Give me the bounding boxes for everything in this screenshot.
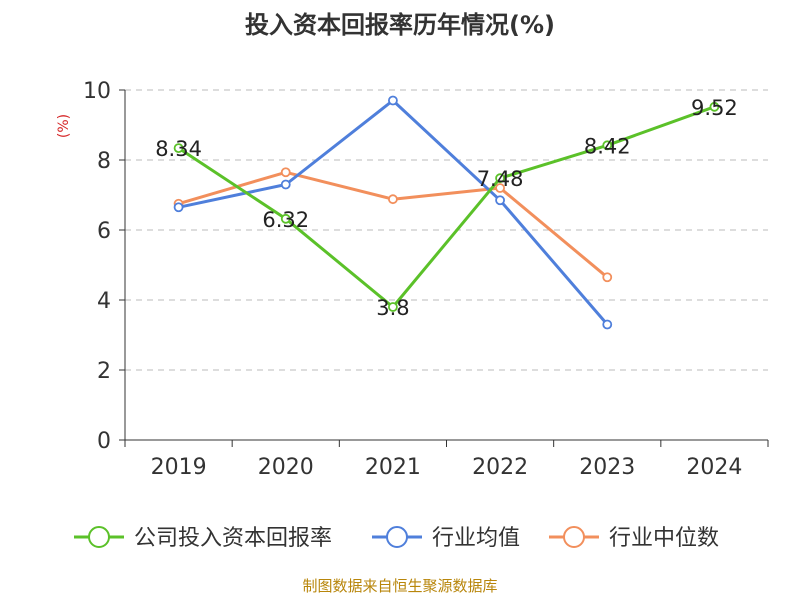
legend-swatch-marker-2 — [563, 526, 585, 548]
source-note: 制图数据来自恒生聚源数据库 — [302, 577, 497, 595]
data-label-2023: 8.42 — [584, 134, 631, 158]
x-tick-label-2021: 2021 — [365, 455, 421, 480]
legend-swatch-marker-1 — [386, 526, 408, 548]
y-tick-label-0: 0 — [97, 429, 111, 454]
y-tick-label-2: 2 — [97, 359, 111, 384]
point-s0-2024[interactable] — [709, 101, 720, 112]
y-axis-label: (%) — [56, 114, 72, 138]
point-s0-2020[interactable] — [280, 213, 291, 224]
point-s2-2020[interactable] — [280, 167, 291, 178]
y-tick-label-4: 4 — [97, 289, 111, 314]
legend-label-2: 行业中位数 — [609, 526, 719, 551]
grid-lines — [125, 89, 768, 371]
point-s0-2022[interactable] — [495, 173, 505, 184]
axes: 0 2 4 6 8 10 2019 2020 2021 2022 2023 2024 — [83, 79, 769, 480]
legend-item-2[interactable]: 行业中位数 — [549, 526, 719, 551]
legend[interactable]: 公司投入资本回报率 行业均值 行业中位数 — [74, 526, 719, 551]
series-line-1 — [178, 99, 609, 326]
legend-swatch-marker-0 — [88, 526, 110, 548]
data-label-2022: 7.48 — [477, 167, 524, 191]
point-s1-2019[interactable] — [173, 202, 184, 213]
y-tick-label-8: 8 — [97, 149, 111, 174]
point-s1-2020[interactable] — [280, 179, 291, 190]
point-s0-2021[interactable] — [388, 302, 398, 312]
point-s1-2023[interactable] — [602, 319, 613, 330]
x-tick-label-2019: 2019 — [151, 455, 207, 480]
legend-label-1: 行业均值 — [432, 526, 520, 551]
data-label-2021: 3.8 — [376, 296, 409, 320]
point-s0-2023[interactable] — [602, 140, 613, 151]
x-tick-label-2023: 2023 — [579, 455, 635, 480]
point-s2-2023[interactable] — [602, 272, 613, 283]
x-tick-label-2022: 2022 — [472, 455, 528, 480]
point-s1-2022[interactable] — [495, 195, 505, 206]
series-line-2 — [178, 170, 609, 279]
legend-item-1[interactable]: 行业均值 — [372, 526, 520, 551]
data-labels: 8.34 6.32 3.8 7.48 8.42 9.52 — [155, 96, 738, 320]
y-tick-label-10: 10 — [83, 79, 111, 104]
point-s2-2021[interactable] — [388, 194, 398, 205]
chart-title: 投入资本回报率历年情况(%) — [245, 11, 555, 39]
point-s2-2022[interactable] — [495, 183, 505, 193]
legend-item-0[interactable]: 公司投入资本回报率 — [74, 526, 332, 551]
data-label-2020: 6.32 — [262, 208, 309, 232]
series-line-0 — [177, 105, 715, 309]
x-tick-label-2024: 2024 — [686, 455, 742, 480]
y-tick-label-6: 6 — [97, 219, 111, 244]
point-s0-2019[interactable] — [173, 143, 184, 154]
series-lines — [173, 95, 720, 330]
x-tick-label-2020: 2020 — [258, 455, 314, 480]
point-s1-2021[interactable] — [388, 95, 398, 106]
data-label-2024: 9.52 — [691, 96, 738, 120]
legend-label-0: 公司投入资本回报率 — [134, 526, 332, 551]
data-label-2019: 8.34 — [155, 137, 202, 161]
